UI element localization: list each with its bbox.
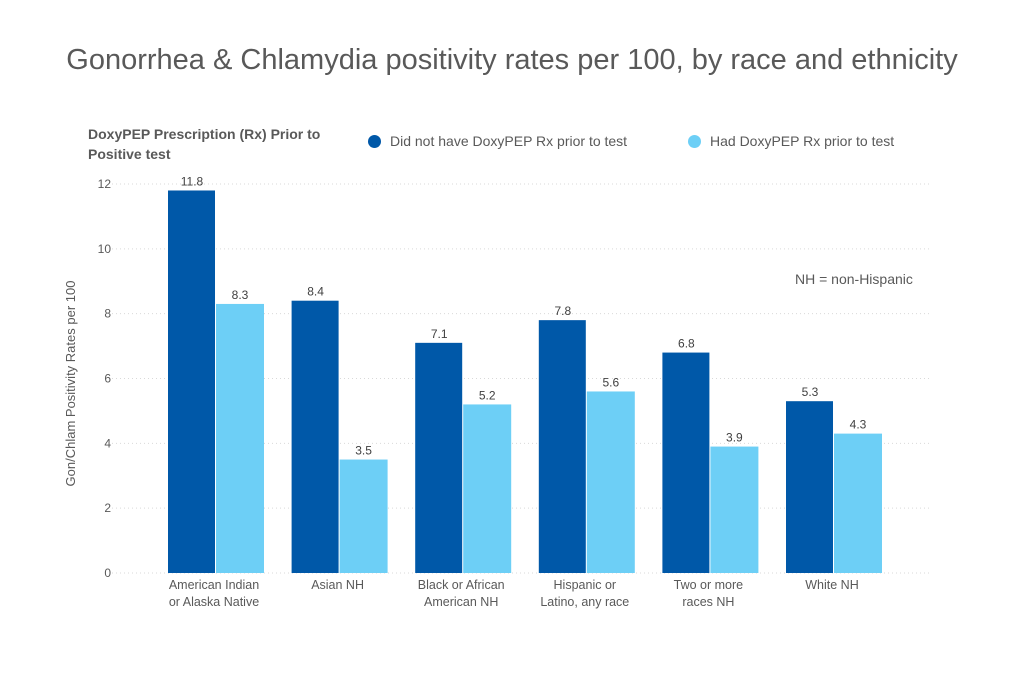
data-label: 5.2: [479, 388, 496, 402]
legend-label: Did not have DoxyPEP Rx prior to test: [390, 133, 628, 149]
data-label: 7.1: [431, 327, 448, 341]
bar: [786, 401, 833, 573]
legend-title: DoxyPEP Prescription (Rx) Prior to Posit…: [88, 126, 321, 162]
y-tick-label: 2: [104, 501, 111, 515]
data-label: 3.9: [726, 431, 743, 445]
bar: [834, 433, 882, 573]
legend-item-no-rx: Did not have DoxyPEP Rx prior to test: [368, 133, 627, 149]
y-tick-label: 12: [98, 177, 112, 191]
x-tick-label: Two or more: [674, 578, 744, 592]
y-tick-label: 10: [98, 242, 112, 256]
data-label: 5.6: [602, 375, 619, 389]
x-tick-label: American Indian: [169, 578, 259, 592]
legend-label: Had DoxyPEP Rx prior to test: [710, 133, 895, 149]
bar: [168, 190, 215, 573]
data-label: 4.3: [850, 418, 867, 432]
bar: [710, 446, 759, 573]
x-tick-label: American NH: [424, 595, 498, 609]
chart-note: NH = non-Hispanic: [795, 271, 913, 287]
x-tick-label: or Alaska Native: [169, 595, 259, 609]
data-label: 7.8: [554, 304, 571, 318]
legend-swatch-icon: [688, 134, 701, 148]
y-tick-label: 8: [104, 307, 111, 321]
data-label: 5.3: [802, 385, 819, 399]
chart-title: Gonorrhea & Chlamydia positivity rates p…: [66, 44, 958, 76]
data-label: 8.4: [307, 285, 324, 299]
y-tick-label: 4: [104, 436, 111, 450]
y-axis-label: Gon/Chlam Positivity Rates per 100: [63, 281, 78, 487]
x-tick-label: Latino, any race: [540, 595, 629, 609]
bar: [339, 459, 388, 573]
bar: [216, 303, 264, 573]
bar: [538, 320, 586, 573]
x-tick-label: White NH: [805, 578, 858, 592]
data-label: 11.8: [181, 174, 204, 188]
y-tick-label: 6: [104, 372, 111, 386]
legend-item-had-rx: Had DoxyPEP Rx prior to test: [688, 133, 894, 149]
x-tick-label: races NH: [682, 595, 734, 609]
bar: [586, 391, 635, 573]
y-tick-label: 0: [104, 566, 111, 580]
x-tick-label: Hispanic or: [554, 578, 617, 592]
bar: [463, 404, 512, 573]
bar: [662, 352, 710, 573]
data-label: 6.8: [678, 337, 695, 351]
x-tick-label: Black or African: [418, 578, 505, 592]
data-label: 8.3: [232, 288, 249, 302]
data-label: 3.5: [355, 444, 372, 458]
x-tick-label: Asian NH: [311, 578, 364, 592]
bar: [291, 300, 339, 573]
bar: [415, 342, 463, 573]
legend-swatch-icon: [368, 134, 381, 148]
